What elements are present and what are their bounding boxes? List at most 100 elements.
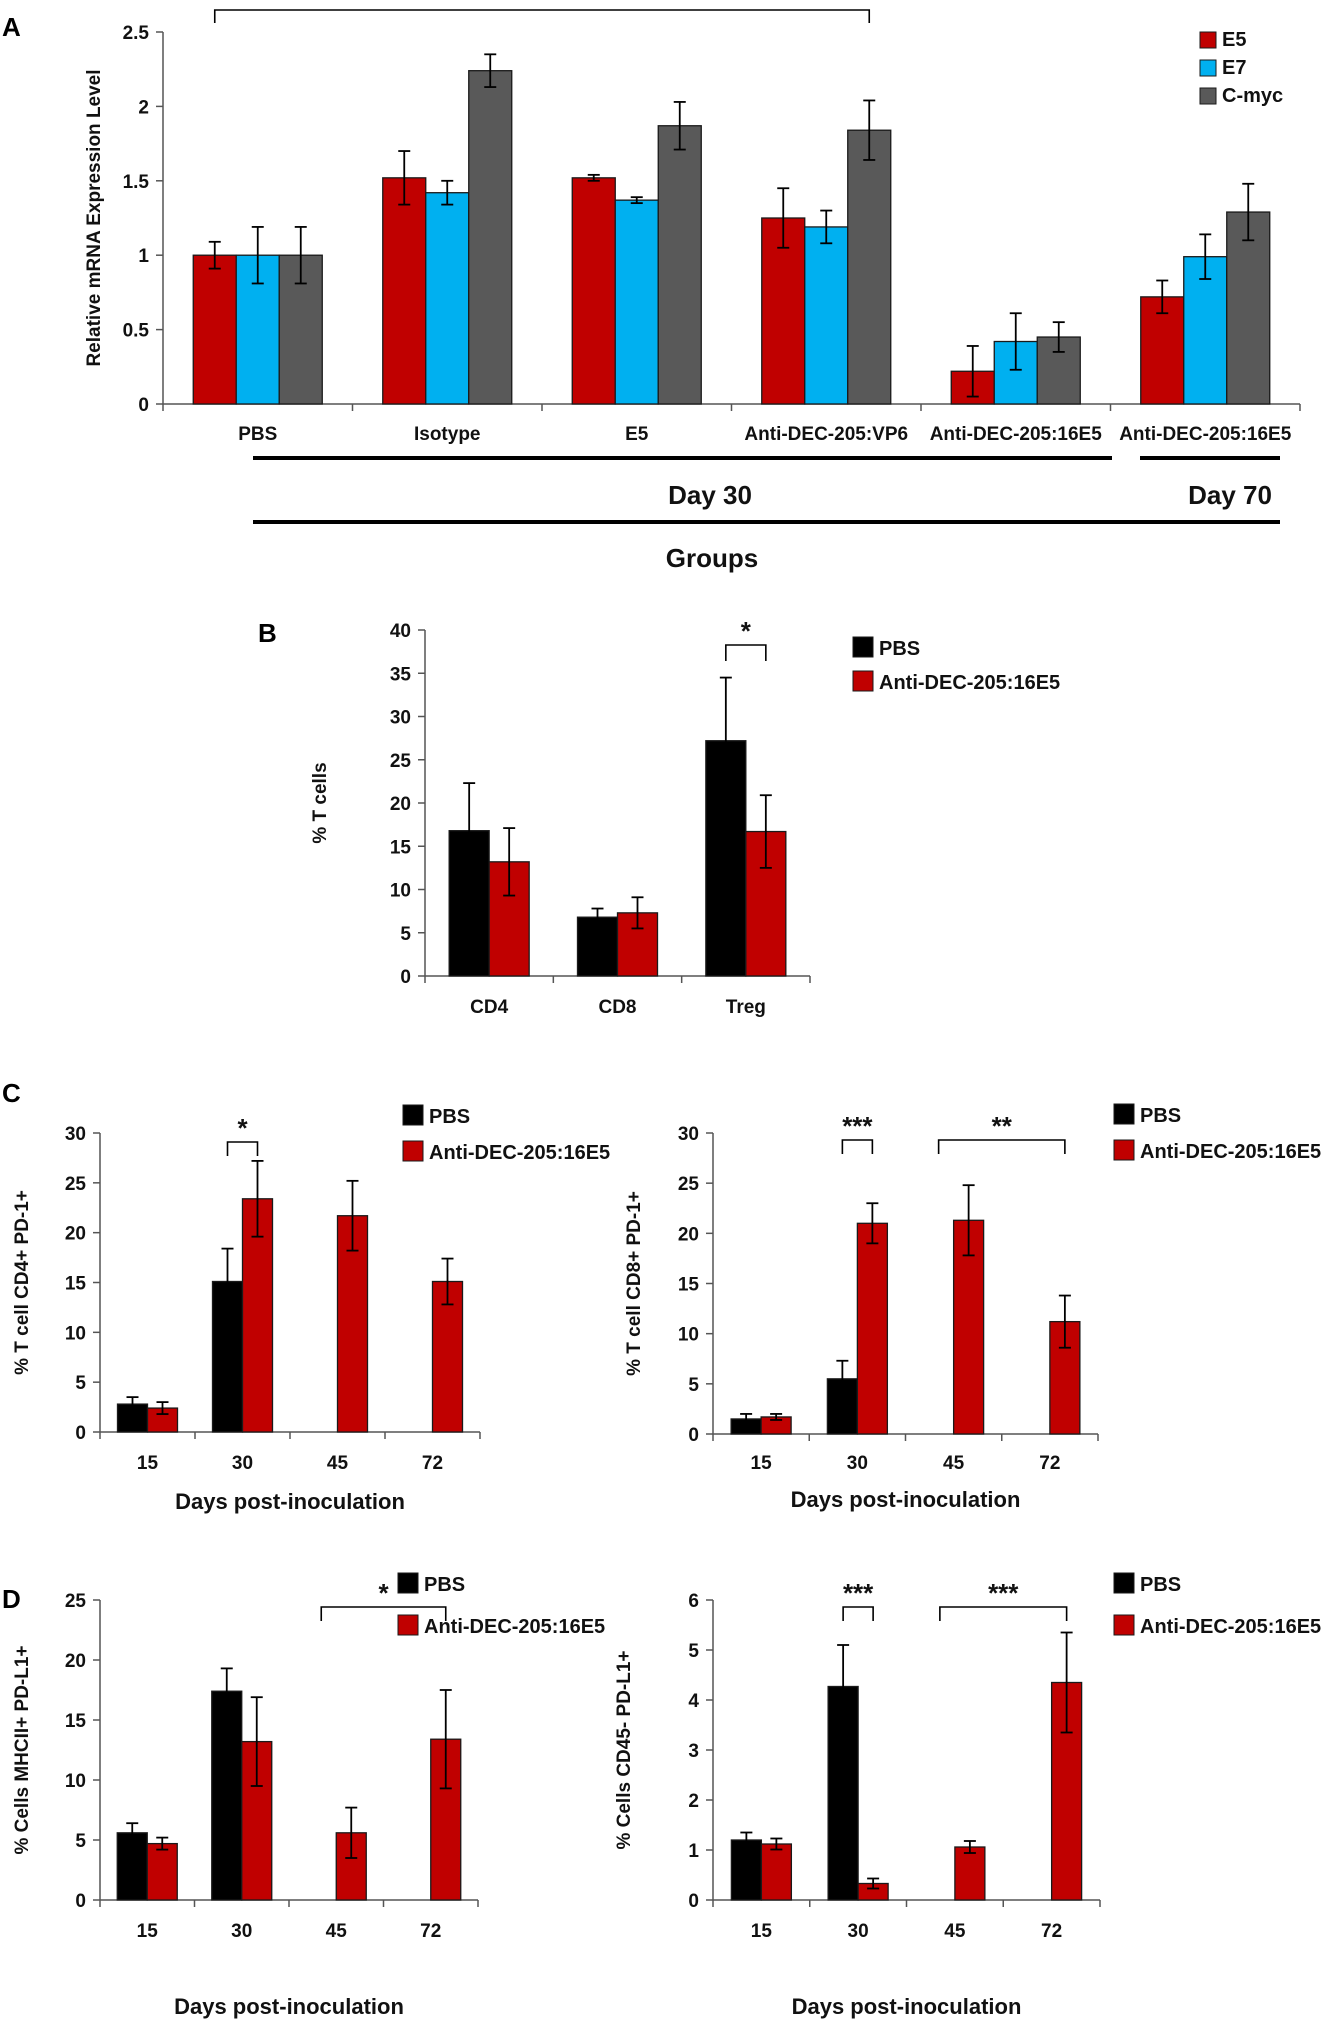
legend-swatch-pbs — [402, 1104, 424, 1126]
bar-anti-dec-205-16e5-1 — [241, 1198, 274, 1433]
y-tick-label: 1 — [138, 246, 149, 267]
bar-e5-2 — [571, 177, 616, 405]
bar-c-myc-1 — [468, 70, 513, 405]
y-tick-label: 25 — [678, 1174, 700, 1195]
y-tick-label: 5 — [75, 1831, 86, 1852]
y-axis-label: % Cells CD45- PD-L1+ — [614, 1650, 635, 1849]
bar-anti-dec-205-16e5-0 — [760, 1843, 793, 1901]
significance-bracket — [937, 1139, 1066, 1154]
significance-label: *** — [843, 1578, 874, 1608]
bar-anti-dec-205-16e5-2 — [954, 1846, 986, 1901]
y-tick-label: 20 — [678, 1224, 699, 1245]
x-tick-label: 45 — [327, 1453, 349, 1474]
bar-anti-dec-205-16e5-1 — [856, 1222, 889, 1435]
x-tick-label: Treg — [726, 997, 766, 1018]
x-tick-label: Isotype — [414, 424, 481, 445]
y-tick-label: 0 — [400, 967, 411, 988]
y-tick-label: 0 — [75, 1423, 86, 1444]
x-tick-label: 72 — [420, 1921, 441, 1942]
significance-label: * — [741, 616, 752, 646]
timepoint-day70: Day 70 — [1188, 480, 1272, 510]
chart-c-cd4: 0 5 10 15 20 25 30 % T cell CD4+ PD-1+ 15 30 45 72 D… — [12, 1104, 610, 1514]
y-tick-label: 10 — [678, 1325, 699, 1346]
legend-label: E7 — [1222, 57, 1246, 79]
y-tick-label: 3 — [688, 1741, 699, 1762]
panel-letter-a: A — [2, 12, 21, 42]
bar-pbs-0 — [730, 1839, 763, 1901]
y-tick-label: 25 — [65, 1591, 87, 1612]
legend-swatch-anti-dec-205-16e5 — [1113, 1139, 1135, 1161]
bar-pbs-0 — [116, 1832, 148, 1901]
x-axis-label: Days post-inoculation — [792, 1994, 1022, 2019]
significance-bracket — [841, 1139, 874, 1154]
legend-label: PBS — [1140, 1574, 1181, 1596]
legend-label: Anti-DEC-205:16E5 — [879, 672, 1060, 694]
significance-bracket — [320, 1606, 447, 1621]
y-axis-label: % Cells MHCII+ PD-L1+ — [12, 1645, 33, 1854]
x-tick-label: 45 — [944, 1921, 966, 1942]
y-tick-label: 6 — [688, 1591, 699, 1612]
bar-e5-0 — [192, 254, 237, 405]
legend-label: PBS — [1140, 1105, 1181, 1127]
x-axis-label: Days post-inoculation — [175, 1489, 405, 1514]
legend-swatch-anti-dec-205-16e5 — [852, 670, 874, 692]
y-tick-label: 20 — [390, 794, 411, 815]
legend-swatch-pbs — [1113, 1572, 1135, 1594]
y-tick-label: 0 — [688, 1425, 699, 1446]
y-tick-label: 15 — [390, 837, 412, 858]
x-tick-label: 15 — [751, 1921, 773, 1942]
y-tick-label: 30 — [390, 708, 411, 729]
x-tick-label: 15 — [751, 1453, 773, 1474]
y-tick-label: 15 — [65, 1711, 87, 1732]
legend-swatch-c-myc — [1199, 87, 1217, 105]
y-tick-label: 2.5 — [123, 23, 150, 44]
legend-label: C-myc — [1222, 85, 1283, 107]
y-axis-label: % T cell CD4+ PD-1+ — [12, 1190, 33, 1375]
x-tick-label: 30 — [232, 1453, 253, 1474]
x-tick-label: 30 — [848, 1921, 869, 1942]
y-tick-label: 30 — [65, 1124, 86, 1145]
y-tick-label: 5 — [688, 1641, 699, 1662]
y-tick-label: 4 — [688, 1691, 699, 1712]
chart-c-cd8: 0 5 10 15 20 25 30 % T cell CD8+ PD-1+ 15 30 45 72 D… — [624, 1103, 1321, 1512]
y-tick-label: 2 — [688, 1791, 699, 1812]
y-tick-label: 0.5 — [123, 321, 150, 342]
significance-bracket — [939, 1606, 1068, 1621]
legend-swatch-e7 — [1199, 59, 1217, 77]
x-tick-label: CD8 — [598, 997, 636, 1018]
bar-e5-1 — [382, 177, 427, 405]
x-tick-label: Anti-DEC-205:16E5 — [1119, 424, 1292, 445]
x-tick-label: 45 — [943, 1453, 965, 1474]
y-tick-label: 1 — [688, 1841, 699, 1862]
legend-swatch-e5 — [1199, 31, 1217, 49]
timepoint-day30: Day 30 — [668, 480, 752, 510]
legend-label: E5 — [1222, 29, 1246, 51]
legend-label: PBS — [879, 638, 920, 660]
y-axis-label: Relative mRNA Expression Level — [84, 69, 105, 366]
significance-label: * — [237, 1113, 248, 1143]
x-tick-label: CD4 — [470, 997, 508, 1018]
significance-bracket — [842, 1606, 874, 1621]
chart-d-mhcii: 0 5 10 15 20 25 % Cells MHCII+ PD-L1+ 15 30 45 72 D… — [12, 1572, 605, 2019]
x-tick-label: Anti-DEC-205:16E5 — [930, 424, 1103, 445]
legend-swatch-pbs — [852, 636, 874, 658]
legend-swatch-pbs — [397, 1572, 419, 1594]
legend-label: PBS — [429, 1106, 470, 1128]
x-tick-label: 15 — [137, 1453, 159, 1474]
x-tick-label: PBS — [238, 424, 277, 445]
bar-e7-1 — [425, 192, 470, 405]
x-axis-label: Days post-inoculation — [791, 1487, 1021, 1512]
significance-label: * — [378, 1578, 389, 1608]
legend-label: Anti-DEC-205:16E5 — [424, 1616, 605, 1638]
y-tick-label: 30 — [678, 1124, 699, 1145]
bar-anti-dec-205-16e5-3 — [1049, 1320, 1081, 1435]
legend-swatch-anti-dec-205-16e5 — [397, 1614, 419, 1636]
y-tick-label: 15 — [678, 1275, 700, 1296]
bar-e7-2 — [614, 199, 659, 405]
y-tick-label: 2 — [138, 97, 149, 118]
x-axis-label-groups: Groups — [666, 543, 758, 573]
legend-swatch-anti-dec-205-16e5 — [1113, 1614, 1135, 1636]
significance-bracket — [725, 644, 767, 661]
